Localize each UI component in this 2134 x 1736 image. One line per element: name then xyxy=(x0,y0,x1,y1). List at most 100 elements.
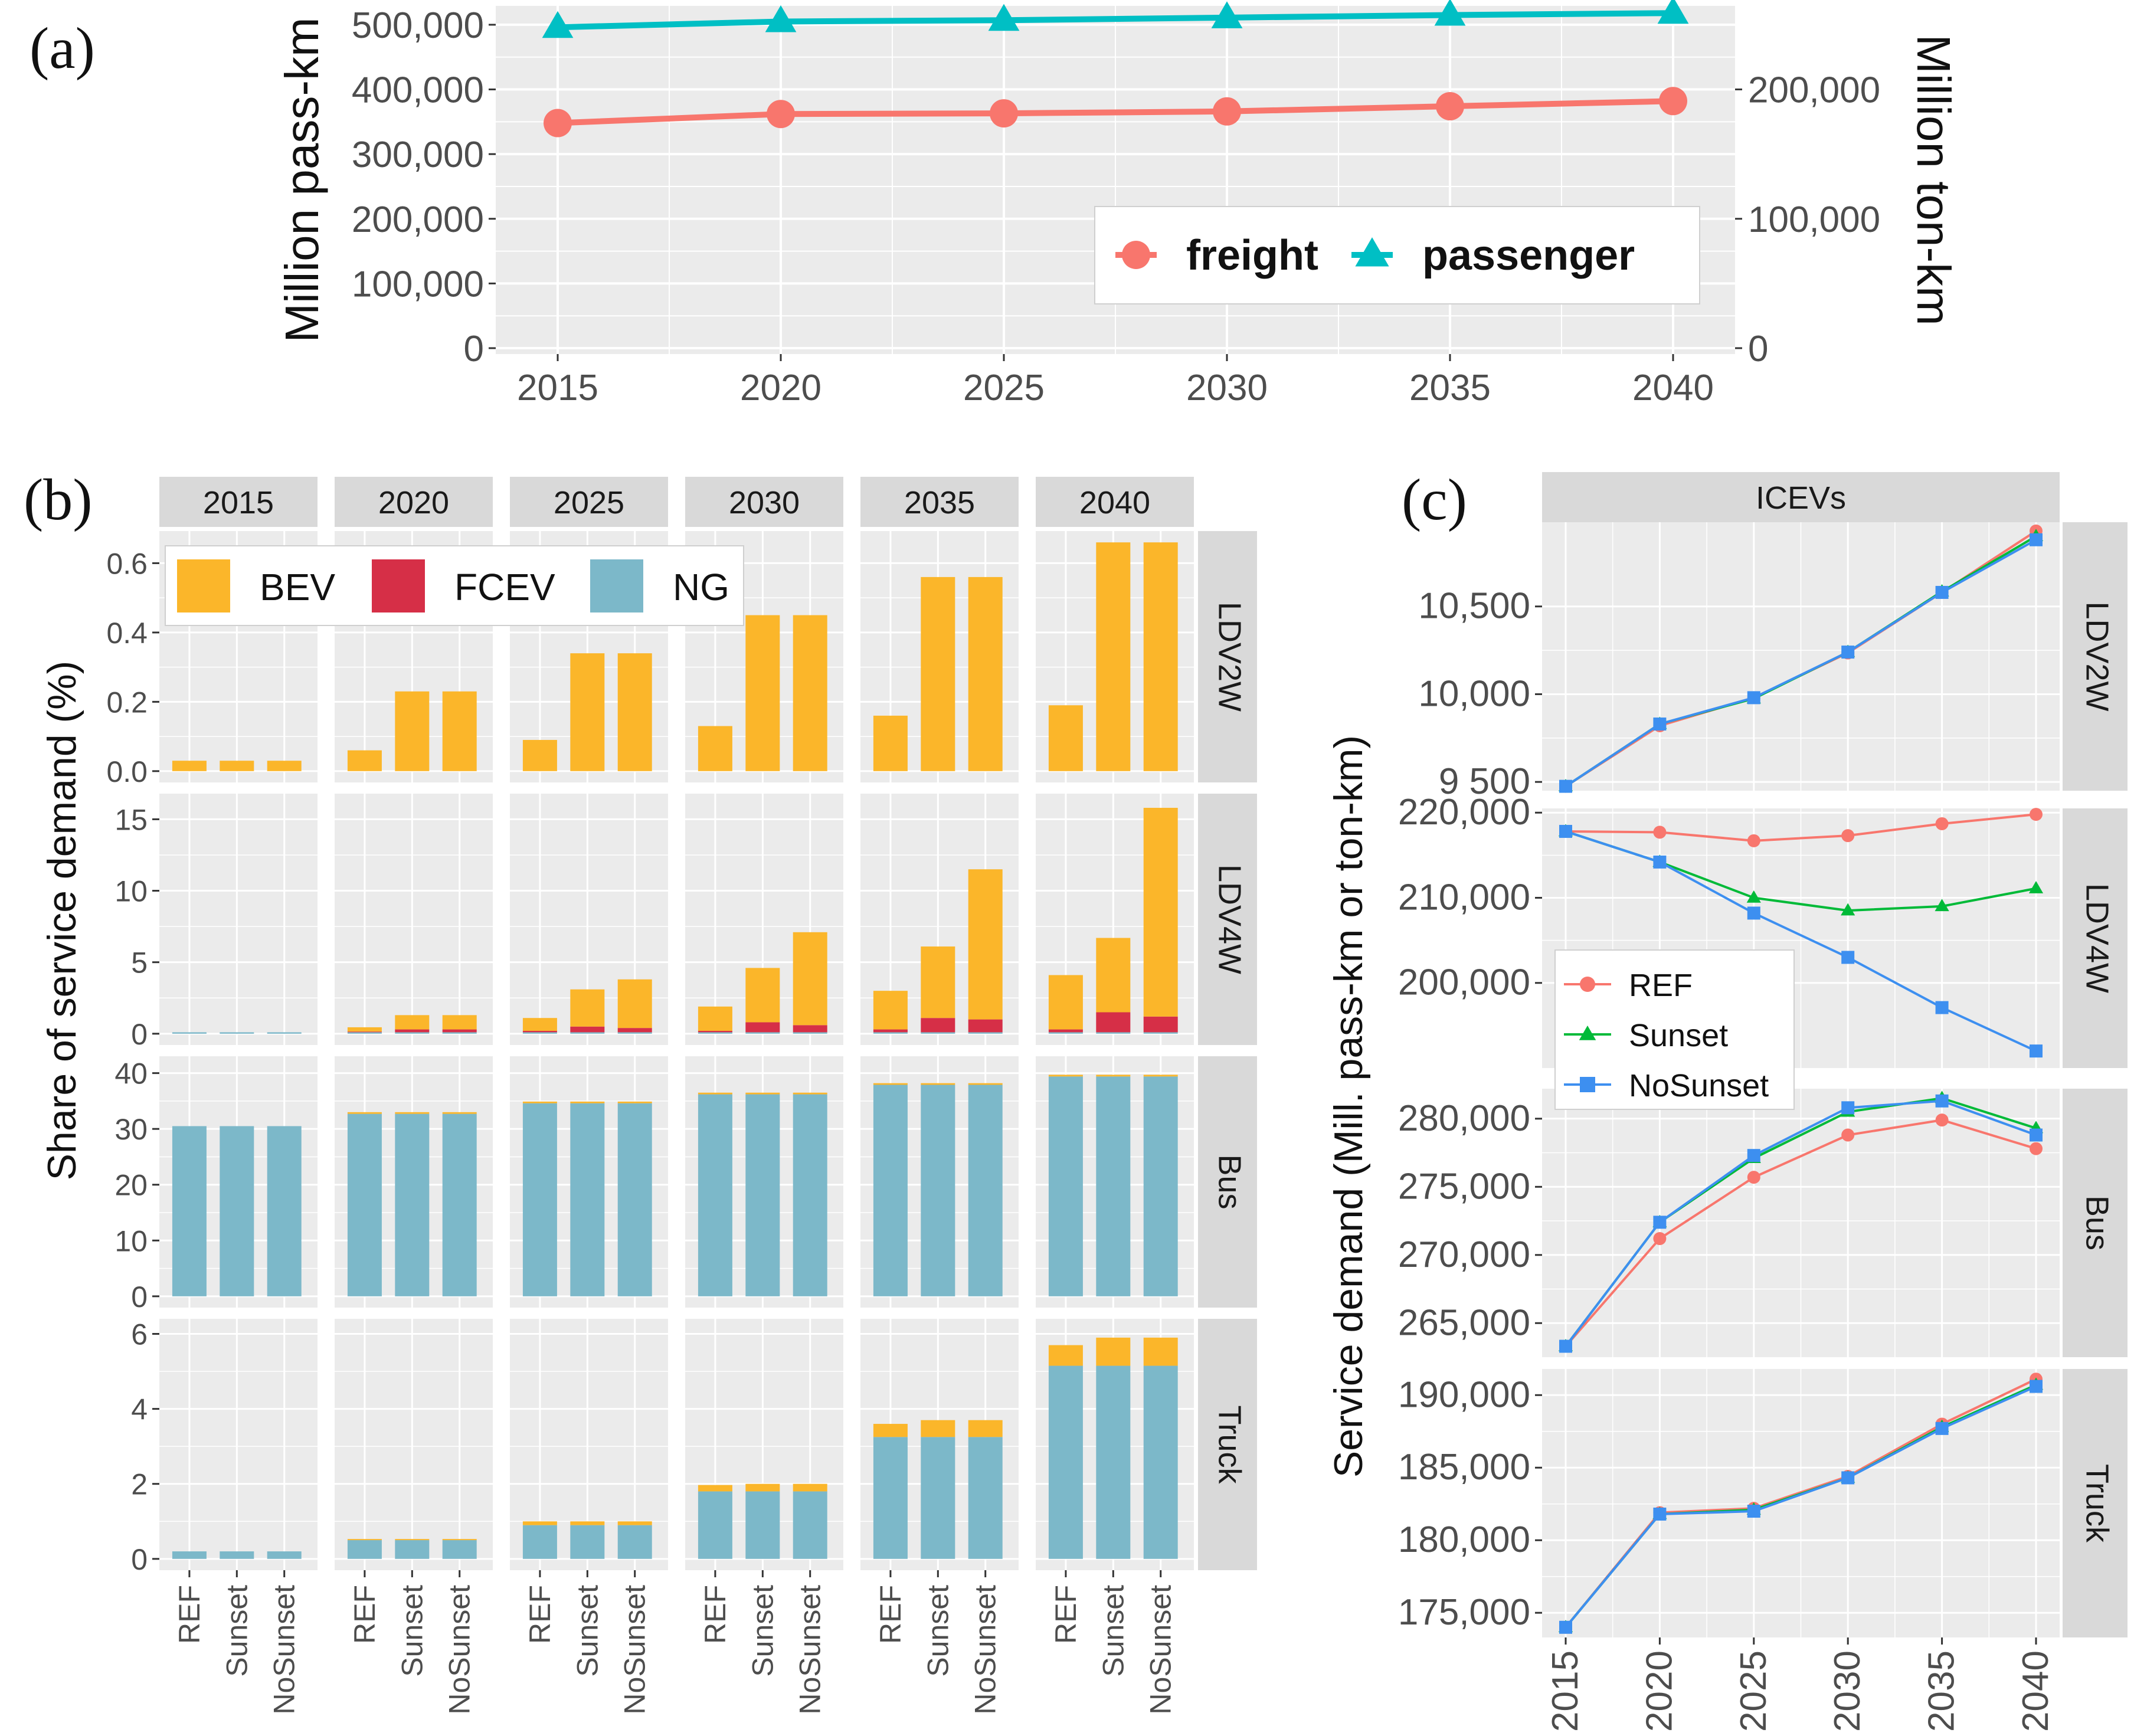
legend-key-Sunset xyxy=(1579,1026,1596,1040)
facet-strip-label: LDV2W xyxy=(2080,601,2115,711)
y-tick-label: 15 xyxy=(114,803,148,836)
bar-LDV4W-2030-Sunset-BEV xyxy=(745,968,780,1023)
y-axis-title: Million pass-km xyxy=(276,17,328,342)
x-tick-label: Sunset xyxy=(220,1585,253,1677)
facet-strip-label: Truck xyxy=(2080,1464,2115,1543)
bar-LDV4W-2030-REF-NG xyxy=(698,1032,732,1034)
y-tick-label: 30 xyxy=(114,1113,148,1146)
bar-Truck-2030-REF-NG xyxy=(698,1491,732,1559)
y-tick-label: 6 xyxy=(131,1318,148,1351)
facet-panel xyxy=(159,794,318,1045)
bar-Truck-2035-NoSunset-BEV xyxy=(968,1420,1003,1437)
bar-LDV4W-2035-Sunset-BEV xyxy=(921,946,955,1018)
passenger-point xyxy=(1657,0,1689,24)
point-LDV4W-NoSunset xyxy=(1747,906,1760,920)
bar-Bus-2015-Sunset-NG xyxy=(220,1126,254,1296)
point-LDV4W-Sunset xyxy=(1746,890,1761,903)
y-tick-label: 200,000 xyxy=(352,199,484,240)
bar-Bus-2035-Sunset-NG xyxy=(921,1085,955,1296)
panel-a-chart: 0 100,000 200,000 300,000 400,000 500,000 0 100… xyxy=(276,0,1960,408)
legend-label-BEV: BEV xyxy=(260,566,335,608)
point-Bus-REF xyxy=(1841,1128,1855,1142)
bar-Bus-2040-REF-BEV xyxy=(1048,1075,1083,1077)
y-tick-label: 280,000 xyxy=(1398,1098,1530,1139)
bar-Bus-2035-NoSunset-BEV xyxy=(968,1083,1003,1085)
passenger-point xyxy=(1211,1,1243,28)
bar-LDV2W-2040-NoSunset-BEV xyxy=(1143,542,1178,771)
panel-b-chart: 2015 2020 2025 2030 2035 2040LDV2W0.00.20.40.… xyxy=(40,477,1257,1715)
bar-Truck-2040-NoSunset-NG xyxy=(1143,1365,1178,1559)
x-tick-label: REF xyxy=(699,1585,732,1644)
point-Bus-NoSunset xyxy=(1747,1149,1760,1162)
bar-Truck-2025-NoSunset-BEV xyxy=(617,1521,652,1525)
passenger-line xyxy=(557,10,1674,31)
bar-Truck-2015-Sunset-NG xyxy=(220,1551,254,1559)
facet-strip xyxy=(1198,1319,1257,1570)
freight-point xyxy=(1659,87,1687,116)
bar-Truck-2020-REF-NG xyxy=(347,1540,382,1559)
point-LDV4W-REF xyxy=(1747,834,1760,847)
legend-box xyxy=(165,545,744,626)
point-LDV4W-Sunset xyxy=(1935,899,1949,912)
point-Bus-NoSunset xyxy=(1559,1339,1572,1353)
point-LDV4W-NoSunset xyxy=(2030,1044,2043,1058)
x-tick-label: REF xyxy=(523,1585,557,1644)
point-Bus-REF xyxy=(1747,1171,1760,1184)
bar-LDV2W-2020-NoSunset-BEV xyxy=(442,691,477,771)
bar-LDV4W-2015-NoSunset-NG xyxy=(267,1032,302,1034)
y-tick-label: 200,000 xyxy=(1398,962,1530,1003)
freight-point xyxy=(544,109,572,137)
bar-LDV4W-2020-NoSunset-BEV xyxy=(442,1015,477,1030)
x-tick-label: NoSunset xyxy=(969,1585,1002,1715)
x-tick-label: Sunset xyxy=(571,1585,604,1677)
facet-strip xyxy=(685,477,843,527)
y-tick-label: 0 xyxy=(131,1280,148,1314)
point-LDV2W-NoSunset xyxy=(2030,533,2043,546)
point-Bus-NoSunset xyxy=(1653,1216,1667,1229)
point-LDV4W-Sunset xyxy=(1841,903,1855,916)
facet-panel xyxy=(335,1319,493,1570)
bar-Truck-2020-NoSunset-BEV xyxy=(442,1539,477,1541)
bar-Bus-2035-NoSunset-NG xyxy=(968,1085,1003,1296)
bar-LDV4W-2020-REF-FCEV xyxy=(347,1031,382,1033)
bar-Truck-2025-Sunset-BEV xyxy=(570,1521,605,1525)
bar-Truck-2030-Sunset-BEV xyxy=(745,1483,780,1492)
bar-Truck-2025-Sunset-NG xyxy=(570,1525,605,1559)
y-tick-label: 300,000 xyxy=(352,135,484,175)
point-LDV2W-NoSunset xyxy=(1653,717,1667,731)
bar-LDV2W-2015-Sunset-BEV xyxy=(220,761,254,771)
point-Truck-NoSunset xyxy=(1841,1471,1855,1485)
legend-label-NoSunset: NoSunset xyxy=(1629,1068,1769,1103)
legend: REF Sunset NoSunset xyxy=(1554,949,1795,1110)
y-axis-title: Service demand (Mill. pass-km or ton-km) xyxy=(1326,735,1371,1478)
facet-strip-label: LDV4W xyxy=(2080,883,2115,993)
x-tick-label: Sunset xyxy=(395,1585,428,1677)
facet-panel xyxy=(159,1319,318,1570)
y-tick-label: 40 xyxy=(114,1057,148,1090)
point-Truck-NoSunset xyxy=(2030,1380,2043,1393)
bar-Bus-2025-NoSunset-NG xyxy=(617,1103,652,1296)
bar-LDV4W-2025-Sunset-NG xyxy=(570,1032,605,1034)
facet-strip xyxy=(510,477,668,527)
y-tick-label: 0 xyxy=(464,329,484,369)
bar-LDV4W-2040-NoSunset-BEV xyxy=(1143,808,1178,1017)
y-tick-label: 210,000 xyxy=(1398,877,1530,918)
bar-Bus-2030-Sunset-NG xyxy=(745,1094,780,1296)
x-tick-label: 2040 xyxy=(2015,1650,2056,1732)
bar-LDV2W-2025-REF-BEV xyxy=(522,739,557,771)
y-tick-label: 0 xyxy=(131,1543,148,1576)
bar-LDV2W-2020-REF-BEV xyxy=(347,750,382,771)
y-tick-label: 220,000 xyxy=(1398,792,1530,833)
bar-LDV4W-2035-Sunset-FCEV xyxy=(921,1018,955,1033)
legend-label-Sunset: Sunset xyxy=(1629,1018,1728,1053)
bar-LDV4W-2035-NoSunset-NG xyxy=(968,1032,1003,1034)
x-tick-label: 2030 xyxy=(1186,368,1268,408)
point-LDV4W-NoSunset xyxy=(1559,824,1572,838)
facet-strip-label: LDV4W xyxy=(1212,864,1248,974)
bar-LDV4W-2025-NoSunset-BEV xyxy=(617,979,652,1029)
bar-LDV4W-2040-Sunset-NG xyxy=(1096,1032,1131,1034)
point-Bus-REF xyxy=(1935,1113,1949,1127)
bar-Truck-2035-Sunset-BEV xyxy=(921,1420,955,1437)
bar-Bus-2040-Sunset-NG xyxy=(1096,1076,1131,1296)
panel-label-c: (c) xyxy=(1402,467,1467,532)
